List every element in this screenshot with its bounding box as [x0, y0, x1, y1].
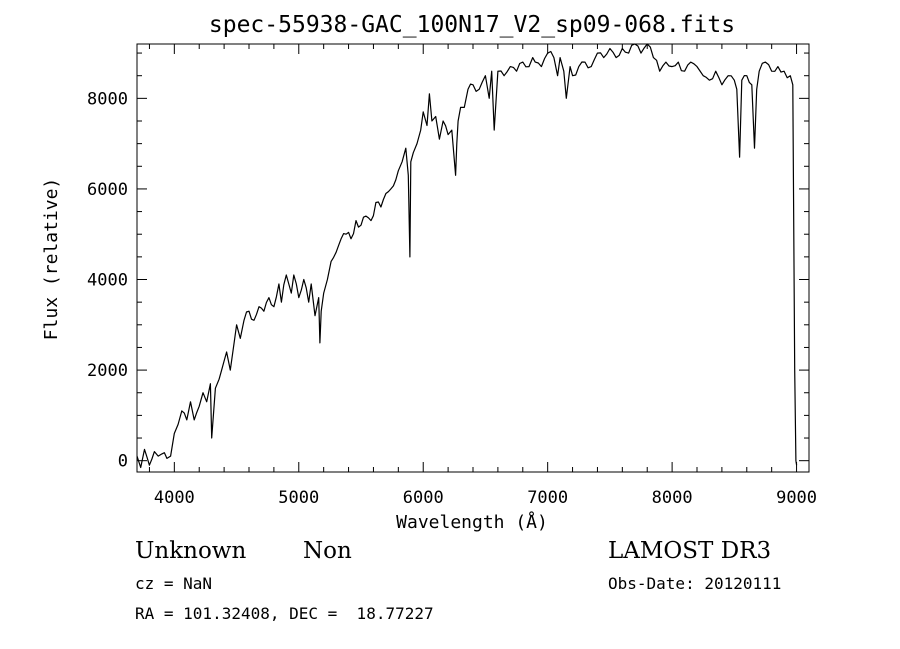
y-tick-label: 2000	[87, 361, 128, 381]
y-axis-label: Flux (relative)	[41, 178, 62, 341]
axis-ticks	[137, 44, 809, 472]
cz-value: cz = NaN	[135, 574, 213, 593]
x-tick-label: 8000	[652, 488, 693, 508]
y-tick-label: 6000	[87, 180, 128, 200]
chart-title: spec-55938-GAC_100N17_V2_sp09-068.fits	[209, 12, 735, 38]
x-tick-label: 9000	[776, 488, 817, 508]
x-tick-label: 4000	[154, 488, 195, 508]
obs-date: Obs-Date: 20120111	[608, 574, 782, 593]
object-subclass: Non	[303, 538, 352, 564]
x-tick-label: 6000	[403, 488, 444, 508]
x-tick-label: 5000	[278, 488, 319, 508]
x-tick-label: 7000	[527, 488, 568, 508]
survey-label: LAMOST DR3	[608, 538, 772, 564]
object-class: Unknown	[135, 538, 247, 564]
x-axis-label: Wavelength (Å)	[396, 511, 548, 533]
y-tick-label: 4000	[87, 271, 128, 291]
axis-tick-labels: 4000 5000 6000 7000 8000 9000 0 2000 4000 6000 800…	[87, 89, 817, 508]
y-tick-label: 0	[118, 452, 128, 472]
spectrum-line	[136, 43, 798, 469]
plot-frame	[136, 43, 810, 473]
coordinates: RA = 101.32408, DEC = 18.77227	[135, 604, 434, 623]
y-tick-label: 8000	[87, 89, 128, 109]
